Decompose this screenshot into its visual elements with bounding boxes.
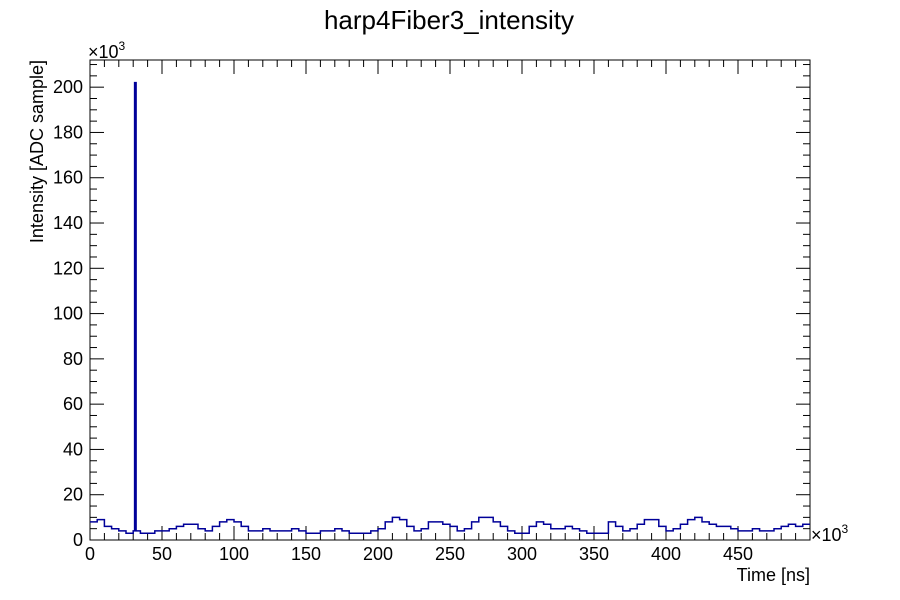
- x-tick-label: 0: [85, 544, 95, 564]
- x-tick-label: 150: [291, 544, 321, 564]
- x-tick-label: 400: [651, 544, 681, 564]
- y-tick-label: 20: [63, 485, 83, 505]
- y-tick-label: 80: [63, 349, 83, 369]
- x-axis-multiplier: ×103: [811, 522, 849, 545]
- x-multiplier-base: ×10: [811, 525, 842, 545]
- chart-title: harp4Fiber3_intensity: [324, 5, 574, 35]
- y-tick-label: 0: [73, 530, 83, 550]
- y-axis: 0 20 40 60 80 100 120 140 160 180 200: [53, 64, 810, 550]
- y-tick-label: 60: [63, 394, 83, 414]
- x-axis: 0 50 100 150 200 250 300 350 400 450: [85, 60, 811, 564]
- y-multiplier-base: ×10: [88, 42, 119, 62]
- x-tick-label: 300: [507, 544, 537, 564]
- x-tick-label: 350: [579, 544, 609, 564]
- x-axis-label: Time [ns]: [737, 565, 810, 585]
- x-multiplier-exponent: 3: [842, 522, 849, 536]
- y-tick-label: 100: [53, 304, 83, 324]
- y-axis-label: Intensity [ADC sample]: [27, 60, 47, 243]
- y-multiplier-exponent: 3: [119, 39, 126, 53]
- x-tick-label: 250: [435, 544, 465, 564]
- y-tick-label: 160: [53, 168, 83, 188]
- y-tick-label: 140: [53, 213, 83, 233]
- series-layer: [90, 81, 810, 534]
- y-tick-label: 180: [53, 122, 83, 142]
- y-tick-label: 120: [53, 258, 83, 278]
- y-tick-label: 200: [53, 77, 83, 97]
- plot-frame: [89, 59, 811, 541]
- x-tick-label: 450: [723, 544, 753, 564]
- y-tick-label: 40: [63, 439, 83, 459]
- y-axis-multiplier: ×103: [88, 39, 126, 62]
- x-tick-label: 100: [219, 544, 249, 564]
- x-tick-label: 50: [152, 544, 172, 564]
- x-tick-label: 200: [363, 544, 393, 564]
- series-line: [90, 81, 810, 534]
